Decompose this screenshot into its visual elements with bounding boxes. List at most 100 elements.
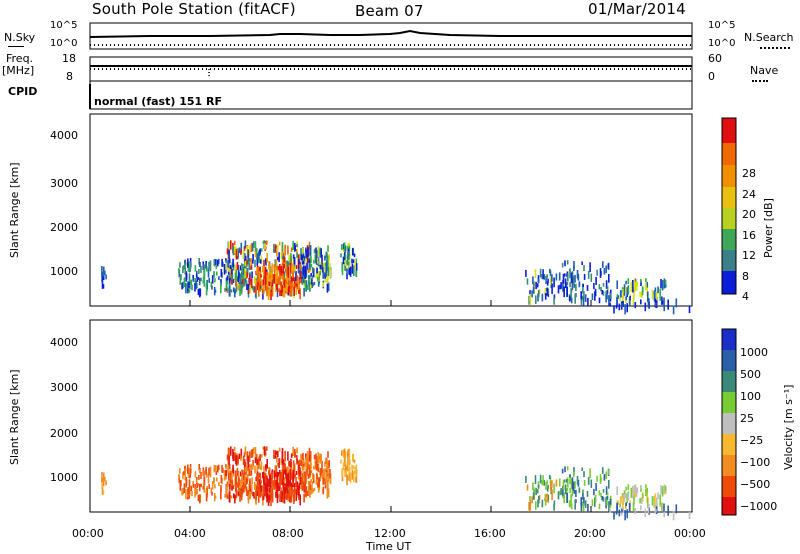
- velocity-echo: [324, 484, 327, 489]
- power-echo: [575, 283, 577, 291]
- velocity-echo: [234, 452, 236, 460]
- power-echo: [238, 247, 241, 254]
- velocity-echo: [566, 466, 569, 471]
- velocity-echo: [537, 481, 540, 488]
- power-echo: [266, 253, 268, 263]
- power-echo: [327, 245, 329, 252]
- xtick-1600: 16:00: [474, 527, 506, 540]
- power-echo: [248, 274, 251, 286]
- power-echo: [613, 305, 615, 314]
- power-echo: [199, 263, 201, 268]
- velocity-echo: [659, 494, 661, 505]
- power-echo: [276, 289, 279, 298]
- velocity-echo: [257, 492, 260, 503]
- power-echo: [241, 279, 244, 284]
- velocity-echo: [237, 456, 239, 464]
- power-echo: [688, 305, 691, 314]
- velocity-echo: [622, 506, 624, 513]
- power-echo: [262, 286, 265, 290]
- velocity-echo: [198, 464, 200, 471]
- power-echo: [198, 258, 200, 265]
- velocity-echo: [240, 479, 242, 489]
- velocity-echo: [247, 489, 250, 500]
- power-echo: [319, 264, 322, 269]
- power-echo: [258, 278, 260, 286]
- velocity-echo: [295, 471, 298, 476]
- velocity-echo: [329, 468, 331, 479]
- velocity-echo: [268, 478, 270, 488]
- power-echo: [281, 263, 284, 267]
- power-echo: [605, 291, 607, 303]
- power-echo: [297, 254, 300, 259]
- velocity-echo: [202, 486, 205, 490]
- velocity-echo: [314, 460, 316, 465]
- velocity-echo: [268, 470, 270, 476]
- velocity-echo: [205, 468, 207, 475]
- velocity-echo: [250, 484, 253, 495]
- power-echo: [664, 282, 667, 288]
- velocity-echo: [264, 449, 266, 456]
- power-echo: [250, 244, 253, 252]
- power-echo: [555, 273, 558, 281]
- power-echo: [216, 271, 218, 276]
- velocity-echo: [573, 489, 576, 494]
- velocity-echo: [623, 493, 626, 502]
- velocity-echo: [288, 478, 291, 487]
- velocity-echo: [254, 447, 257, 458]
- velocity-echo: [208, 483, 210, 489]
- power-echo: [200, 277, 202, 282]
- power-echo: [199, 288, 201, 298]
- power-echo: [312, 282, 315, 287]
- velocity-echo: [654, 493, 657, 498]
- velocity-echo: [320, 454, 322, 464]
- power-echo: [290, 247, 293, 252]
- power-echo: [297, 266, 300, 274]
- power-echo: [228, 249, 230, 260]
- power-echo: [241, 279, 244, 289]
- velocity-echo: [616, 502, 618, 511]
- power-echo: [354, 260, 356, 269]
- velocity-echo: [598, 503, 601, 510]
- velocity-echo: [286, 489, 289, 494]
- power-echo: [310, 256, 312, 264]
- x-tick-marks: [189, 300, 592, 512]
- velocity-echo: [569, 474, 571, 478]
- power-echo: [255, 289, 257, 299]
- power-echo: [237, 270, 240, 278]
- power-echo: [344, 246, 347, 252]
- velocity-echo: [248, 451, 251, 462]
- power-echo: [257, 266, 259, 278]
- velocity-echo: [664, 488, 667, 494]
- power-echo: [244, 255, 247, 260]
- power-echo: [306, 284, 309, 290]
- power-echo: [633, 280, 636, 292]
- power-echo: [235, 249, 238, 260]
- power-echo: [260, 274, 262, 278]
- power-echo: [319, 247, 321, 258]
- velocity-echo: [252, 491, 255, 496]
- velocity-echo: [243, 459, 246, 468]
- velocity-echo: [202, 482, 205, 489]
- velocity-echo: [184, 468, 186, 475]
- power-echo: [566, 286, 568, 297]
- velocity-echo: [564, 466, 566, 473]
- velocity-echo: [539, 474, 542, 484]
- velocity-echo: [543, 480, 546, 486]
- velocity-echo: [185, 478, 187, 488]
- power-echo: [276, 283, 278, 290]
- velocity-echo: [248, 480, 251, 492]
- velocity-echo: [581, 501, 584, 506]
- velocity-echo: [266, 481, 269, 492]
- velocity-echo: [562, 479, 565, 490]
- power-echo: [640, 280, 642, 286]
- power-echo: [583, 274, 586, 280]
- velocity-echo: [253, 481, 256, 490]
- velocity-echo: [297, 460, 300, 465]
- velocity-echo: [582, 489, 584, 500]
- velocity-echo: [191, 490, 193, 497]
- power-echo: [618, 303, 621, 311]
- power-echo: [295, 285, 297, 295]
- power-echo: [279, 264, 281, 269]
- velocity-echo: [273, 470, 276, 479]
- velocity-echo: [303, 493, 305, 503]
